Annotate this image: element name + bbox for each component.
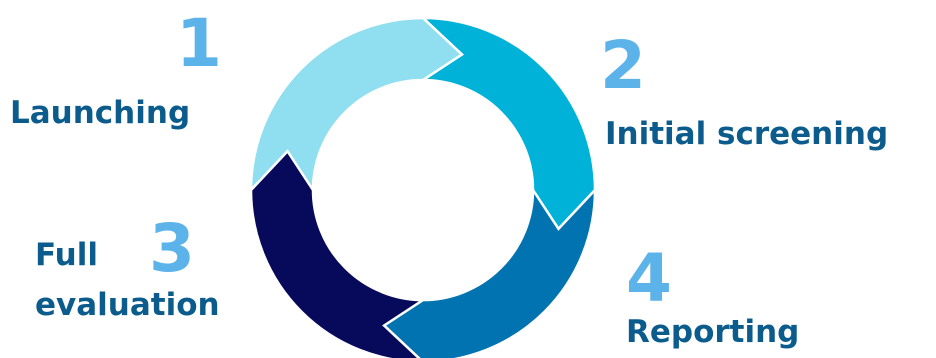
step-2-label: Initial screening [605, 116, 889, 152]
step-1-label: Launching [10, 95, 191, 131]
step-4-label: Reporting [626, 314, 800, 350]
step-3-number: 3 [149, 210, 195, 287]
step-3-label-line-2: evaluation [35, 287, 220, 323]
step-4-number: 4 [626, 240, 672, 317]
step-1-number: 1 [176, 5, 222, 82]
cycle-segment-step-1 [249, 16, 464, 195]
step-2-number: 2 [600, 27, 646, 104]
step-3-label-line-1: Full [35, 237, 98, 273]
cycle-segment-step-4 [382, 185, 597, 358]
